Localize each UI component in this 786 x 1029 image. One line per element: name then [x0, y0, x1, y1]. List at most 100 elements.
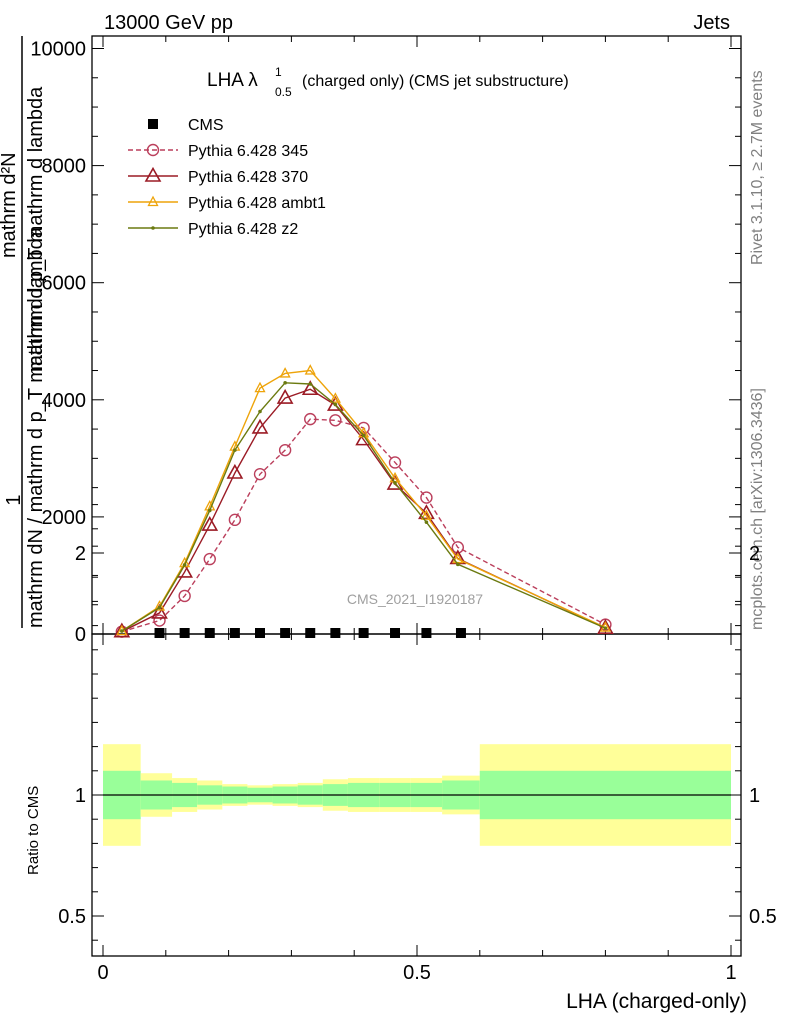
ratio-y-tick-label-right: 1: [749, 785, 760, 807]
series-4: [120, 381, 608, 633]
data-point-marker: [358, 628, 369, 638]
analysis-watermark: CMS_2021_I1920187: [347, 591, 483, 607]
series-line: [121, 369, 606, 632]
ratio-y-tick-label: 1: [75, 785, 86, 807]
data-point-marker: [305, 628, 316, 638]
x-tick-label: 0.5: [403, 962, 431, 984]
data-point-marker: [157, 605, 162, 610]
data-point-marker: [151, 226, 155, 230]
legend-label: Pythia 6.428 345: [188, 143, 308, 160]
data-point-marker: [258, 409, 262, 414]
ratio-y-tick-label: 0.5: [58, 906, 86, 928]
data-point-marker: [455, 628, 466, 638]
data-point-marker: [421, 628, 432, 638]
data-point-marker: [283, 381, 287, 385]
data-point-marker: [304, 364, 316, 375]
data-point-marker: [254, 381, 266, 393]
data-point-marker: [153, 614, 166, 627]
x-tick-label: 0: [97, 962, 108, 984]
data-point-marker: [456, 562, 460, 567]
series-layer: [113, 364, 614, 638]
mcplots-side-label: mcplots.cern.ch [arXiv:1306.3436]: [749, 388, 766, 630]
data-point-marker: [148, 119, 158, 129]
ratio-y-tick-label: 2: [75, 543, 86, 565]
y-tick-label: 4000: [42, 390, 87, 412]
series-line: [121, 382, 606, 632]
legend-item: CMS: [148, 117, 224, 134]
y-tick-label: 6000: [42, 273, 87, 295]
data-point-marker: [207, 508, 212, 513]
data-point-marker: [333, 402, 338, 407]
main-title: LHA λ 1 0.5 (charged only) (CMS jet subs…: [207, 65, 569, 99]
legend-label: CMS: [188, 117, 224, 134]
data-point-marker: [154, 628, 165, 638]
main-axes: 0 2000 4000 6000 8000 10000: [30, 35, 742, 646]
data-point-marker: [424, 520, 429, 524]
title-superscript: 1: [275, 65, 282, 79]
ratio-y-tick-label-right: 0.5: [749, 906, 777, 928]
data-point-marker: [151, 603, 168, 619]
data-point-marker: [228, 513, 242, 527]
data-point-marker: [278, 443, 292, 457]
data-point-marker: [146, 143, 160, 157]
y-tick-label: 10000: [30, 39, 86, 61]
ratio-y-label: Ratio to CMS: [25, 786, 42, 875]
data-point-marker: [253, 467, 267, 481]
legend: CMS Pythia 6.428 345 Pythia 6.428 370 Pythi…: [128, 117, 326, 238]
data-point-marker: [226, 463, 244, 479]
main-y-axis-label: 1 mathrm dN / mathrm d p_T mathrm d lamb…: [0, 36, 47, 628]
y-label-numerator: 1: [3, 494, 25, 505]
data-point-marker: [204, 628, 215, 638]
data-point-marker: [301, 380, 319, 396]
data-point-marker: [147, 195, 159, 207]
data-point-marker: [330, 628, 341, 638]
data-point-marker: [390, 628, 401, 638]
header-left-label: 13000 GeV pp: [104, 12, 233, 34]
data-point-marker: [329, 392, 341, 403]
data-point-marker: [420, 491, 433, 504]
legend-item: Pythia 6.428 370: [128, 166, 308, 186]
data-point-marker: [276, 388, 294, 404]
data-point-marker: [201, 515, 219, 531]
ratio-bands: [103, 744, 731, 846]
y-tick-label: 2000: [42, 507, 87, 529]
data-point-marker: [388, 456, 402, 469]
legend-item: Pythia 6.428 ambt1: [128, 195, 326, 212]
legend-label: Pythia 6.428 ambt1: [188, 195, 326, 212]
y-tick-label: 0: [75, 624, 86, 646]
svg-text:LHA λ: LHA λ: [207, 70, 258, 91]
data-point-marker: [182, 563, 187, 567]
data-point-marker: [420, 509, 432, 520]
legend-item: Pythia 6.428 z2: [128, 221, 298, 238]
y-label-denominator: mathrm dN / mathrm d p_T mathrm d lambda: [25, 226, 47, 628]
legend-label: Pythia 6.428 z2: [188, 221, 298, 238]
data-point-marker: [233, 448, 237, 452]
title-rest-text: (charged only) (CMS jet substructure): [302, 73, 569, 90]
data-point-marker: [304, 412, 317, 426]
ratio-y-tick-label-right: 2: [749, 543, 760, 565]
data-point-marker: [255, 628, 265, 638]
data-point-marker: [603, 626, 608, 630]
data-point-marker: [153, 600, 166, 611]
title-lambda-symbol: λ: [248, 70, 258, 91]
data-point-marker: [203, 552, 216, 566]
data-point-marker: [144, 166, 162, 182]
series-line: [121, 418, 606, 633]
series-0: [154, 628, 466, 638]
y-label-overlay-bottom: mathrm d p_T mathrm d lambda: [25, 86, 47, 372]
title-subscript: 0.5: [275, 85, 292, 99]
x-axis-label: LHA (charged-only): [566, 990, 747, 1013]
data-point-marker: [279, 367, 291, 378]
data-point-marker: [393, 481, 397, 485]
data-point-marker: [280, 628, 291, 638]
data-point-marker: [308, 382, 313, 386]
data-point-marker: [120, 629, 124, 633]
data-point-marker: [113, 622, 131, 638]
ratio-axes: 0.5 0.5 1 1 2 2 0 0.5 1: [58, 504, 777, 984]
series-1: [115, 412, 612, 638]
data-point-marker: [229, 628, 240, 638]
header-right-label: Jets: [693, 12, 730, 34]
data-point-marker: [179, 628, 190, 638]
title-main-text: LHA: [207, 70, 244, 91]
